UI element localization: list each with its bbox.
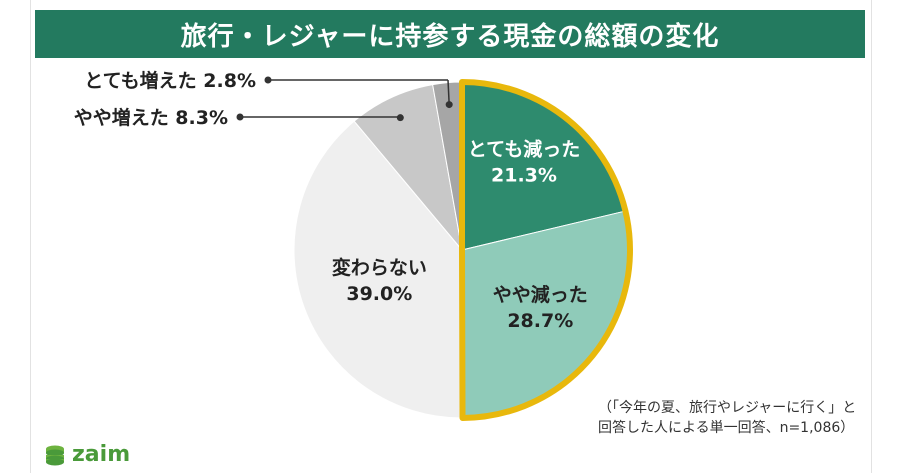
slice-label-2: 変わらない xyxy=(332,256,427,279)
note-line-2: 回答した人による単一回答、n=1,086） xyxy=(598,420,855,436)
leader-dot-end-4 xyxy=(445,101,453,109)
slice-value-0: 21.3% xyxy=(491,165,557,187)
leader-dot-end-3 xyxy=(396,114,404,122)
slice-value-1: 28.7% xyxy=(507,310,573,332)
chart-title-text: 旅行・レジャーに持参する現金の総額の変化 xyxy=(180,21,720,52)
coin-stack-icon xyxy=(46,445,64,465)
slice-label-0: とても減った xyxy=(468,138,580,161)
slice-outside-label-4: とても増えた 2.8% xyxy=(84,69,256,92)
logo-text: zaim xyxy=(72,442,131,467)
leader-dot-start-4 xyxy=(264,76,272,84)
slice-value-2: 39.0% xyxy=(346,283,412,305)
zaim-logo: zaim xyxy=(44,442,130,467)
chart-note: （「今年の夏、旅行やレジャーに行く」と 回答した人による単一回答、n=1,086… xyxy=(598,398,868,438)
pie-slice-2 xyxy=(293,120,464,419)
highlight-outline xyxy=(459,79,633,421)
pie-slice-3 xyxy=(353,84,463,252)
leader-line-bend-4 xyxy=(447,79,450,105)
note-line-1: （「今年の夏、旅行やレジャーに行く」と xyxy=(598,400,857,416)
leader-dot-start-3 xyxy=(236,113,244,121)
slice-outside-label-3: やや増えた 8.3% xyxy=(74,106,228,129)
chart-title: 旅行・レジャーに持参する現金の総額の変化 xyxy=(35,10,865,58)
slice-label-1: やや減った xyxy=(493,283,588,306)
